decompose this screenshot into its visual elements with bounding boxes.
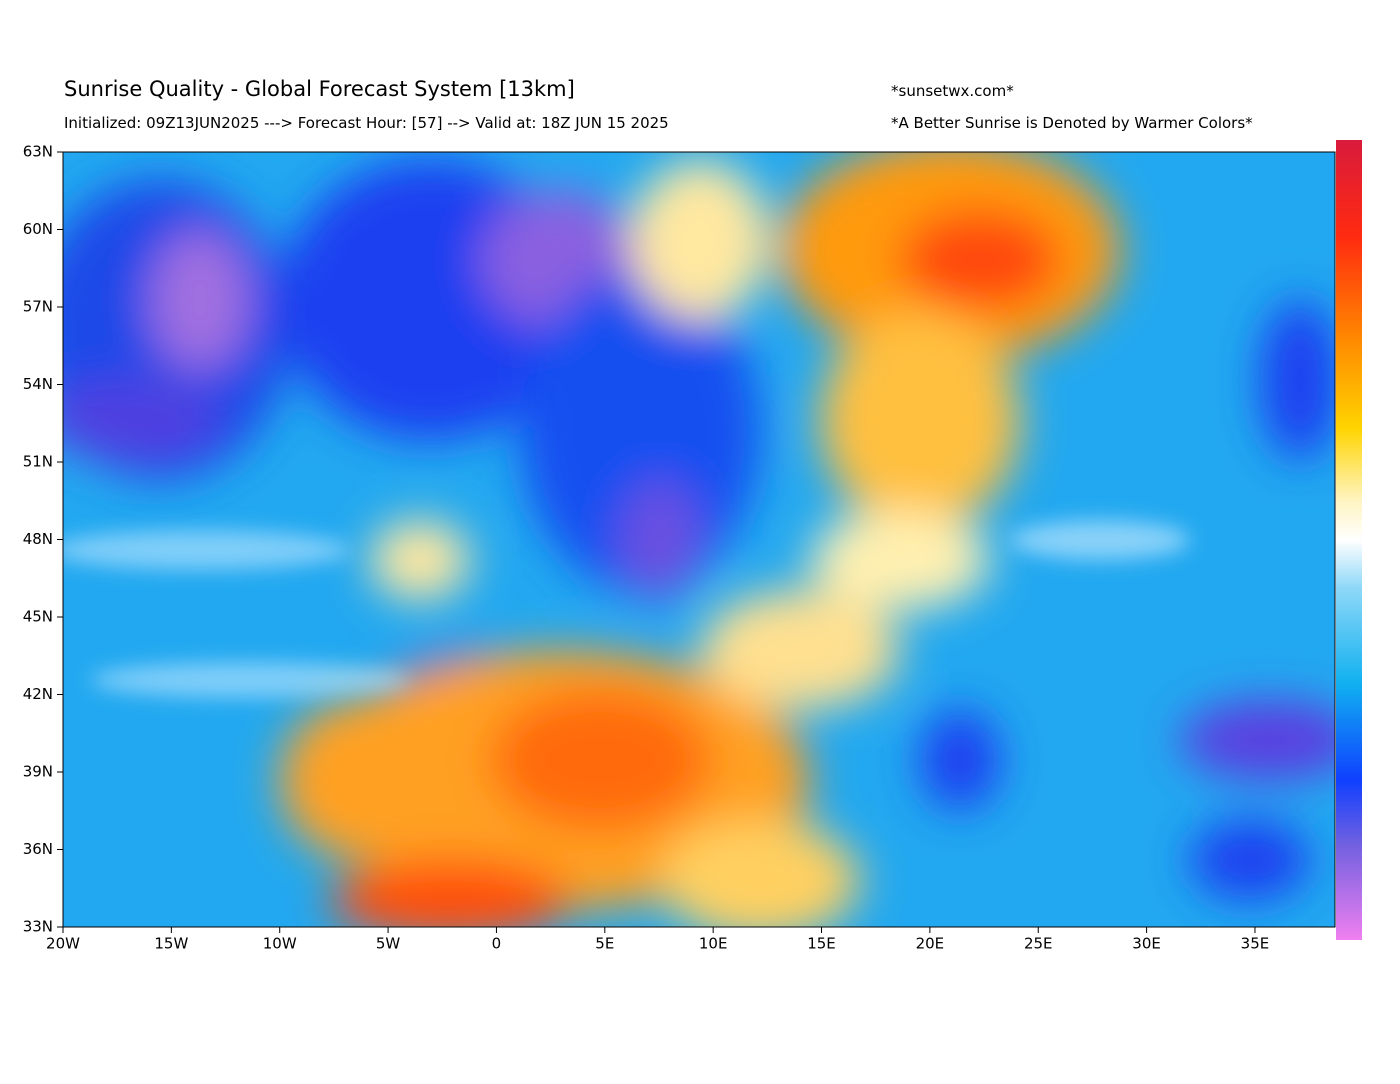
lon-label: 5W: [376, 935, 401, 953]
lon-label: 15W: [154, 935, 188, 953]
lat-label: 42N: [23, 685, 53, 703]
lat-label: 60N: [23, 220, 53, 238]
site: *sunsetwx.com*: [891, 82, 1014, 100]
lon-label: 20W: [46, 935, 80, 953]
subtitle: Initialized: 09Z13JUN2025 ---> Forecast …: [64, 114, 669, 132]
lat-label: 54N: [23, 375, 53, 393]
lat-label: 57N: [23, 298, 53, 316]
lat-label: 36N: [23, 840, 53, 858]
lon-label: 0: [492, 935, 502, 953]
lat-label: 33N: [23, 918, 53, 936]
lat-label: 51N: [23, 453, 53, 471]
lon-label: 35E: [1241, 935, 1270, 953]
lon-label: 10E: [699, 935, 728, 953]
lat-label: 48N: [23, 530, 53, 548]
lon-label: 25E: [1024, 935, 1053, 953]
lon-label: 10W: [263, 935, 297, 953]
lon-label: 5E: [595, 935, 614, 953]
lat-label: 63N: [23, 143, 53, 161]
note: *A Better Sunrise is Denoted by Warmer C…: [891, 114, 1253, 132]
lon-label: 15E: [807, 935, 836, 953]
lat-label: 45N: [23, 608, 53, 626]
lon-label: 30E: [1132, 935, 1161, 953]
lon-label: 20E: [916, 935, 945, 953]
colorbar: [1336, 140, 1362, 940]
title: Sunrise Quality - Global Forecast System…: [64, 77, 575, 101]
lat-label: 39N: [23, 763, 53, 781]
map-field: [63, 152, 1335, 927]
